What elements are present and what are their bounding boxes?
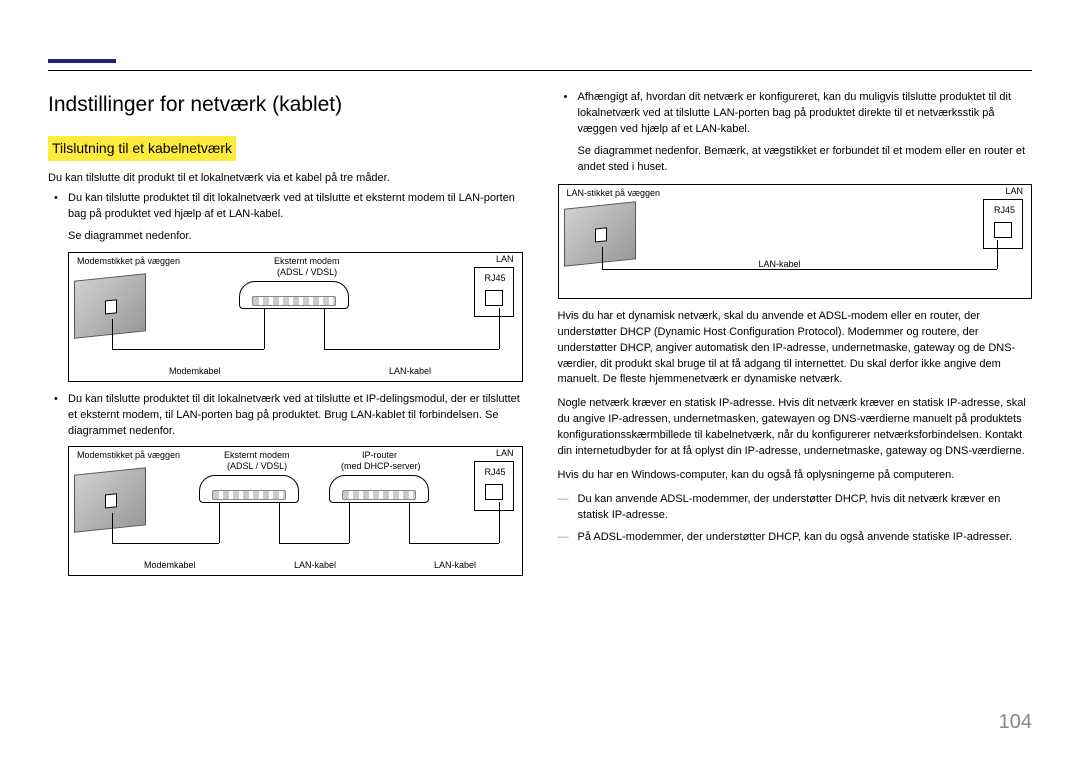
label-modem-cable-2: Modemkabel <box>144 559 196 572</box>
cable-icon <box>409 543 499 544</box>
cable-icon <box>499 308 500 349</box>
modem-icon <box>239 281 349 309</box>
lan-port-icon: RJ45 <box>474 461 514 511</box>
label-modem-cable: Modemkabel <box>169 365 221 378</box>
wall-plate-icon <box>564 201 636 267</box>
intro-text: Du kan tilslutte dit produkt til et loka… <box>48 171 523 187</box>
paragraph-1: Hvis du har et dynamisk netværk, skal du… <box>558 309 1033 389</box>
note-3: Se diagrammet nedenfor. Bemærk, at vægst… <box>558 144 1033 176</box>
label-lan: LAN <box>496 253 514 266</box>
label-lan-cable: LAN-kabel <box>389 365 431 378</box>
cable-icon <box>602 247 603 269</box>
label-lan-2: LAN <box>496 447 514 460</box>
label-wall-jack-2: Modemstikket på væggen <box>77 449 180 462</box>
jack-icon <box>595 227 607 242</box>
cable-icon <box>499 502 500 543</box>
paragraph-3: Hvis du har en Windows-computer, kan du … <box>558 468 1033 484</box>
bullet-2: Du kan tilslutte produktet til dit lokal… <box>68 392 523 440</box>
note-1: Se diagrammet nedenfor. <box>48 229 523 245</box>
page-number: 104 <box>999 708 1032 737</box>
lan-port-icon: RJ45 <box>474 267 514 317</box>
label-dhcp: (med DHCP-server) <box>341 460 421 473</box>
cable-icon <box>279 503 280 543</box>
main-heading: Indstillinger for netværk (kablet) <box>48 90 523 120</box>
rj45-jack-icon <box>485 290 503 306</box>
cable-icon <box>112 319 113 349</box>
cable-icon <box>349 503 350 543</box>
cable-icon <box>279 543 349 544</box>
jack-icon <box>105 494 117 509</box>
wall-plate-icon <box>74 274 146 340</box>
right-column: Afhængigt af, hvordan dit netværk er kon… <box>558 90 1033 586</box>
label-lan-cable-2b: LAN-kabel <box>434 559 476 572</box>
sub-heading: Tilslutning til et kabelnetværk <box>48 136 236 160</box>
label-lan-3: LAN <box>1005 185 1023 198</box>
label-wall-jack: Modemstikket på væggen <box>77 255 180 268</box>
cable-icon <box>324 349 499 350</box>
top-rule <box>48 70 1032 71</box>
diagram-1: Modemstikket på væggen Eksternt modem (A… <box>68 252 523 382</box>
cable-icon <box>112 543 219 544</box>
router-icon <box>329 475 429 503</box>
cable-icon <box>112 349 264 350</box>
dash-item-2: På ADSL-modemmer, der understøtter DHCP,… <box>578 530 1033 546</box>
label-lan-wall: LAN-stikket på væggen <box>567 187 661 200</box>
wall-plate-icon <box>74 468 146 534</box>
label-adsl-2: (ADSL / VDSL) <box>227 460 287 473</box>
cable-icon <box>997 240 998 269</box>
cable-icon <box>112 513 113 543</box>
label-adsl: (ADSL / VDSL) <box>277 266 337 279</box>
cable-icon <box>264 309 265 349</box>
diagram-3: LAN-stikket på væggen LAN RJ45 LAN-kabel <box>558 184 1033 299</box>
label-rj45-3: RJ45 <box>994 204 1015 217</box>
bullet-3: Afhængigt af, hvordan dit netværk er kon… <box>578 90 1033 138</box>
lan-port-icon: RJ45 <box>983 199 1023 249</box>
bullet-1: Du kan tilslutte produktet til dit lokal… <box>68 191 523 223</box>
label-lan-cable-2a: LAN-kabel <box>294 559 336 572</box>
label-rj45: RJ45 <box>485 272 506 285</box>
cable-icon <box>324 309 325 349</box>
diagram-2: Modemstikket på væggen Eksternt modem (A… <box>68 446 523 576</box>
cable-icon <box>219 503 220 543</box>
jack-icon <box>105 300 117 315</box>
dash-list: Du kan anvende ADSL-modemmer, der unders… <box>558 492 1033 546</box>
label-rj45-2: RJ45 <box>485 466 506 479</box>
accent-bar <box>48 59 116 63</box>
content-columns: Indstillinger for netværk (kablet) Tilsl… <box>48 90 1032 586</box>
paragraph-2: Nogle netværk kræver en statisk IP-adres… <box>558 396 1033 460</box>
rj45-jack-icon <box>485 484 503 500</box>
cable-icon <box>409 503 410 543</box>
left-column: Indstillinger for netværk (kablet) Tilsl… <box>48 90 523 586</box>
modem-icon <box>199 475 299 503</box>
rj45-jack-icon <box>994 222 1012 238</box>
dash-item-1: Du kan anvende ADSL-modemmer, der unders… <box>578 492 1033 524</box>
label-lan-cable-3: LAN-kabel <box>759 258 801 271</box>
